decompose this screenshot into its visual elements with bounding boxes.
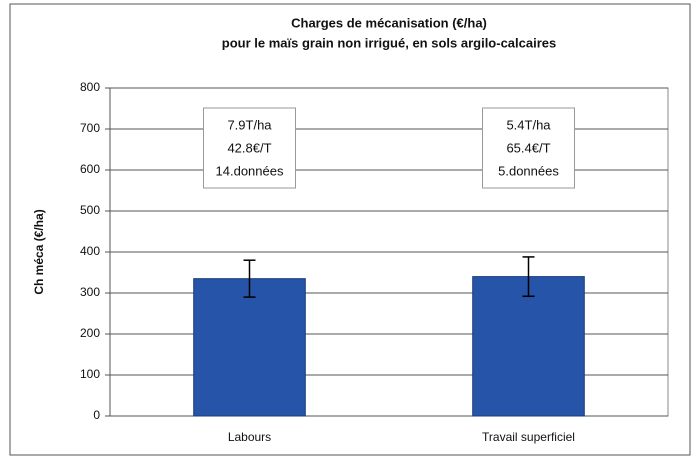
annotation: 65.4€/T — [506, 140, 550, 155]
annotation: 14.données — [216, 163, 284, 178]
y-axis-label: Ch méca (€/ha) — [32, 209, 46, 294]
chart-title: Charges de mécanisation (€/ha) — [291, 15, 487, 30]
y-tick-label: 800 — [80, 80, 100, 94]
y-tick-label: 300 — [80, 285, 100, 299]
annotation: 42.8€/T — [227, 140, 271, 155]
y-tick-label: 700 — [80, 121, 100, 135]
annotation: 5.données — [498, 163, 559, 178]
y-tick-label: 100 — [80, 367, 100, 381]
x-tick-label: Travail superficiel — [482, 430, 575, 444]
y-tick-label: 0 — [93, 408, 100, 422]
annotation: 7.9T/ha — [227, 117, 272, 132]
bar — [472, 276, 585, 417]
annotation: 5.4T/ha — [506, 117, 551, 132]
bar — [193, 278, 306, 417]
x-tick-label: Labours — [228, 430, 271, 444]
chart-subtitle: pour le maïs grain non irrigué, en sols … — [222, 35, 557, 50]
y-tick-label: 200 — [80, 326, 100, 340]
y-tick-label: 500 — [80, 203, 100, 217]
annotation-box — [203, 107, 296, 189]
annotation-box — [482, 107, 575, 189]
y-tick-label: 600 — [80, 162, 100, 176]
y-tick-label: 400 — [80, 244, 100, 258]
